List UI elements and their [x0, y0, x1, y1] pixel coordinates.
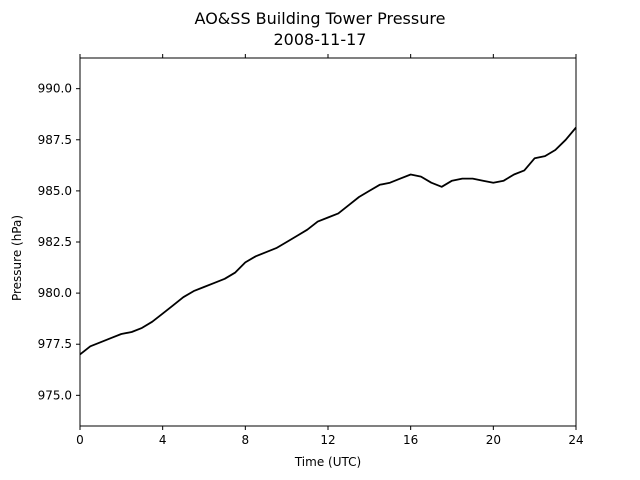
y-tick-label: 990.0 [38, 82, 72, 96]
pressure-series-line [79, 126, 577, 356]
y-tick-label: 980.0 [38, 286, 72, 300]
y-axis-label: Pressure (hPa) [10, 215, 24, 301]
x-tick-label: 16 [403, 433, 418, 447]
x-tick-label: 0 [76, 433, 84, 447]
x-tick-label: 12 [320, 433, 335, 447]
y-tick-label: 985.0 [38, 184, 72, 198]
plot-frame [79, 57, 577, 427]
chart-title: AO&SS Building Tower Pressure [195, 9, 446, 28]
x-tick-label: 24 [568, 433, 583, 447]
y-tick-label: 977.5 [38, 337, 72, 351]
plot-area: 0 4 8 12 16 20 24 975.0 977.5 980.0 982.5 985.0 987.… [38, 54, 584, 447]
x-axis-label: Time (UTC) [294, 455, 361, 469]
x-tick-label: 20 [486, 433, 501, 447]
x-tick-label: 4 [159, 433, 167, 447]
y-tick-label: 987.5 [38, 133, 72, 147]
y-tick-label: 982.5 [38, 235, 72, 249]
y-tick-label: 975.0 [38, 388, 72, 402]
x-tick-label: 8 [242, 433, 250, 447]
chart-subtitle: 2008-11-17 [274, 30, 367, 49]
